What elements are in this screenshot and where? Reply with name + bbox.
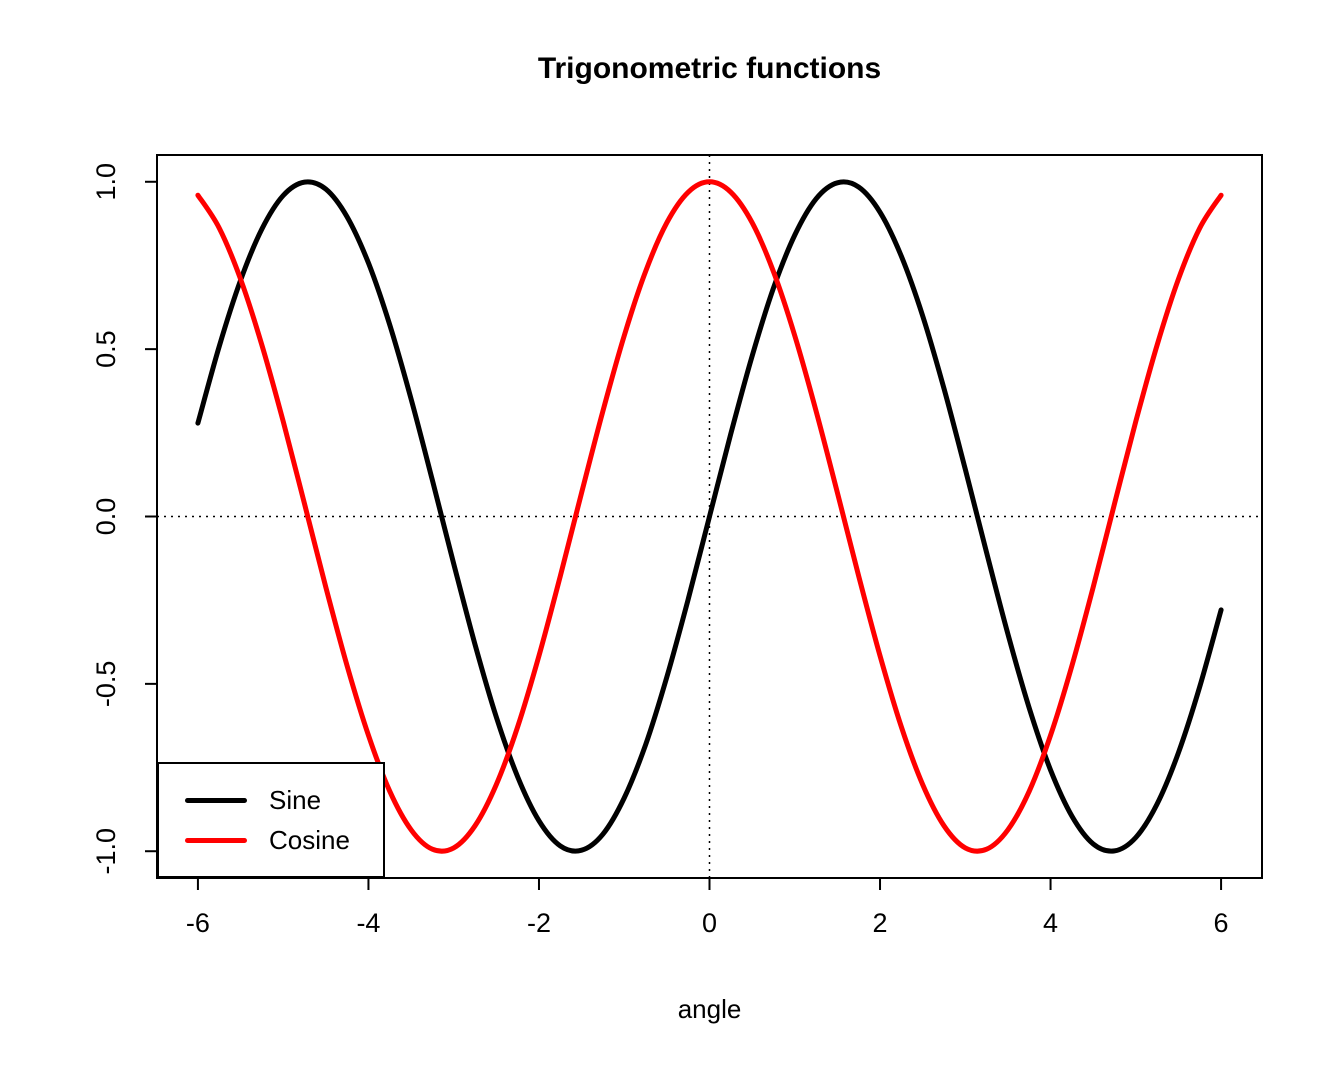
- sine-line-swatch: [185, 797, 247, 803]
- x-tick-label: -6: [186, 908, 210, 938]
- y-tick-label: 0.0: [91, 498, 121, 536]
- x-tick-label: -2: [527, 908, 551, 938]
- legend-label-cosine: Cosine: [269, 825, 350, 855]
- x-tick-label: 6: [1214, 908, 1229, 938]
- series-curve-sine: [195, 179, 1224, 854]
- x-tick-label: 4: [1043, 908, 1058, 938]
- x-tick-label: 2: [873, 908, 888, 938]
- y-tick-label: -0.5: [91, 661, 121, 708]
- x-tick-label: -4: [356, 908, 380, 938]
- y-tick-label: -1.0: [91, 828, 121, 875]
- chart-title: Trigonometric functions: [537, 52, 882, 85]
- y-tick-label: 0.5: [91, 330, 121, 368]
- legend-item-cosine: Cosine: [159, 827, 383, 853]
- x-tick-label: 0: [702, 908, 717, 938]
- legend-label-sine: Sine: [269, 785, 322, 815]
- x-axis-label: angle: [677, 994, 742, 1024]
- legend-item-sine: Sine: [159, 787, 383, 813]
- y-tick-label: 1.0: [91, 163, 121, 201]
- legend: Sine Cosine: [157, 762, 385, 878]
- cosine-line-swatch: [185, 837, 247, 843]
- series-curve-cosine: [195, 179, 1224, 854]
